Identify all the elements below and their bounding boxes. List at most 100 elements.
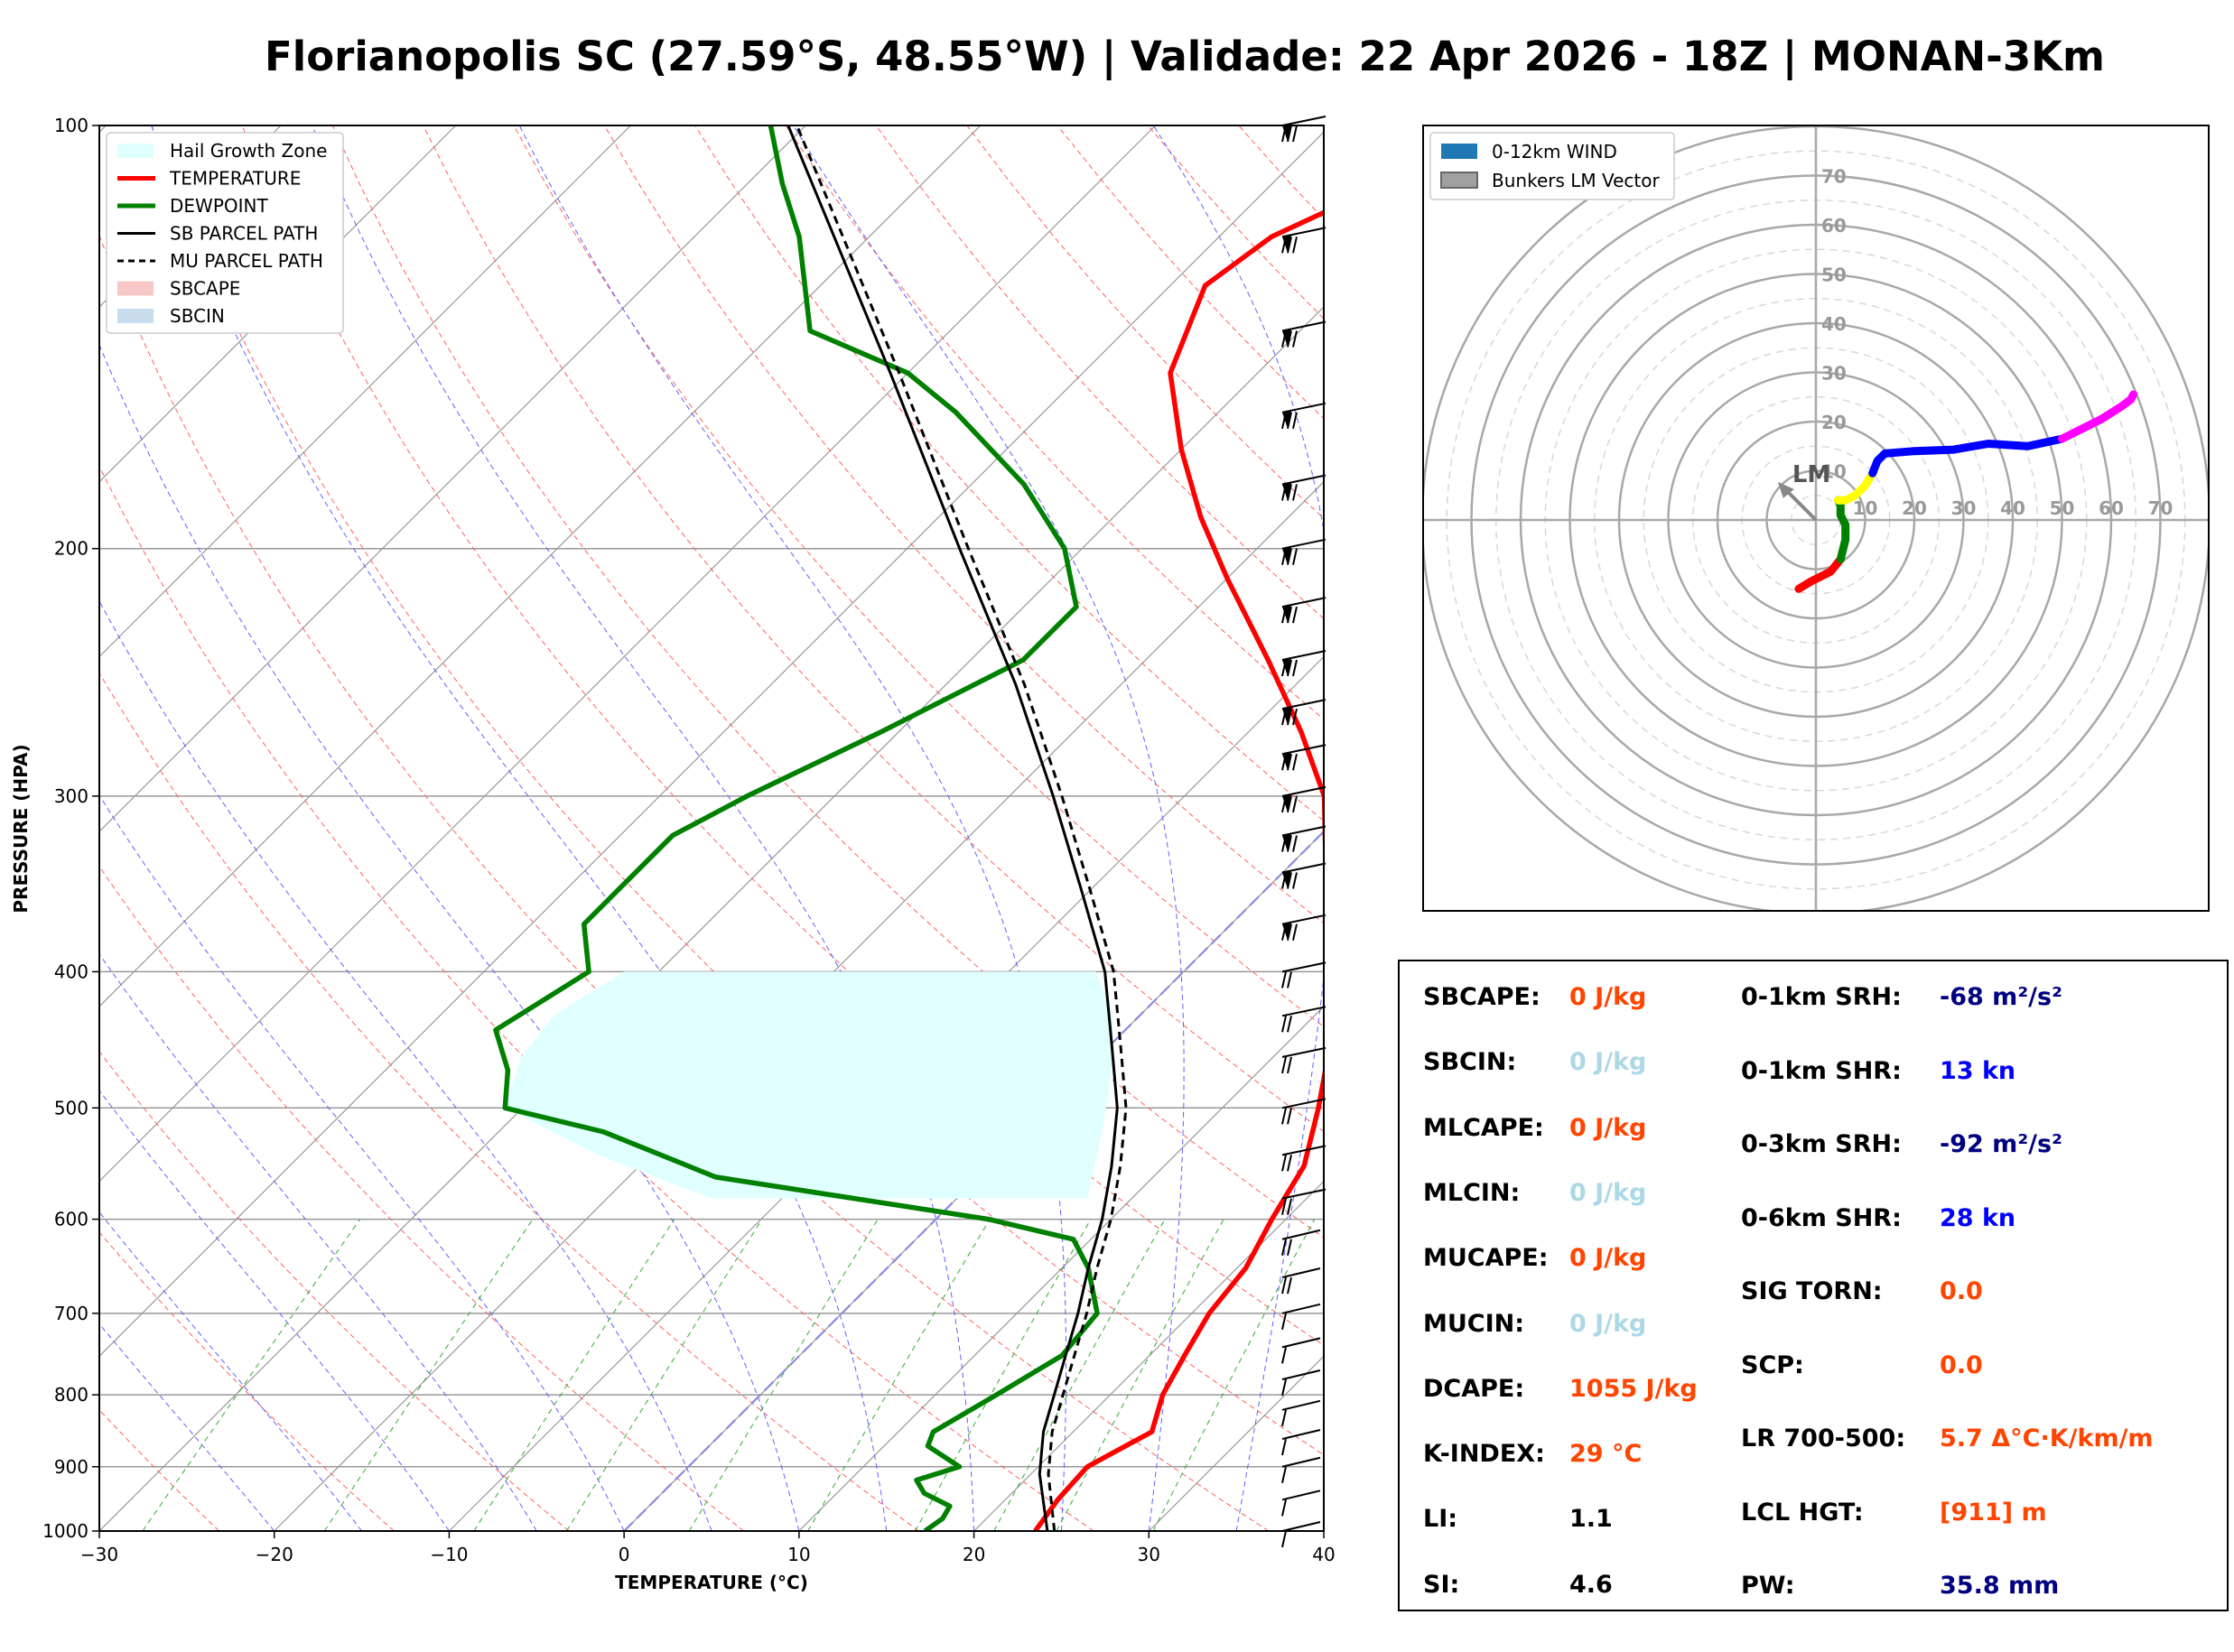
chart-title: Florianopolis SC (27.59°S, 48.55°W) | Va…: [265, 32, 2105, 80]
legend-item: DEWPOINT: [117, 195, 268, 217]
wind-barb-flag: [1287, 795, 1292, 813]
wind-barb-staff: [1281, 650, 1326, 661]
freezing-isotherm: [623, 830, 1324, 1531]
isotherm: [99, 306, 1324, 1531]
hodograph-ring-label-x: 10: [1853, 497, 1878, 519]
hodograph-segment: [1868, 434, 2066, 478]
hodograph-legend-label: 0-12km WIND: [1492, 141, 1617, 162]
wind-barb-staff: [1281, 1188, 1326, 1200]
right-param-value: 0.0: [1940, 1277, 1983, 1305]
wind-barb: [1281, 1337, 1321, 1364]
wind-barb-staff: [1281, 914, 1326, 925]
wind-barb-flag: [1287, 412, 1292, 430]
wind-barb-pennant: [1282, 870, 1291, 889]
right-param-value: 35.8 mm: [1940, 1572, 2060, 1600]
wind-barb: [1281, 1399, 1321, 1427]
wind-barb: [1281, 961, 1326, 988]
hodograph-legend-swatch: [1441, 144, 1477, 159]
hodograph-legend-swatch: [1440, 172, 1478, 189]
mixing-ratio-line: [993, 1219, 1166, 1531]
isotherm: [99, 125, 631, 658]
y-tick-label: 700: [54, 1303, 88, 1324]
left-param-label: LI:: [1423, 1505, 1458, 1534]
wind-barb-flag: [1281, 1198, 1287, 1215]
wind-barb-pennant: [1282, 794, 1291, 812]
moist-adiabat: [99, 1211, 362, 1531]
isotherm: [274, 480, 1324, 1531]
hodograph-ring-label-y: 40: [1821, 313, 1847, 335]
wind-barb-staff: [1281, 1098, 1326, 1109]
wind-barb: [1281, 785, 1326, 813]
wind-barb-flag: [1281, 1378, 1287, 1397]
wind-barb-flag: [1292, 835, 1298, 852]
legend-item: Hail Growth Zone: [117, 140, 327, 162]
legend-swatch: [117, 144, 154, 158]
wind-barb: [1281, 1303, 1321, 1331]
wind-barb-pennant: [1282, 605, 1291, 624]
wind-barb-flag: [1287, 708, 1292, 726]
wind-barb: [1281, 1229, 1321, 1256]
hodograph-frame: [1422, 125, 2210, 912]
wind-barb-pennant: [1282, 329, 1291, 348]
right-param-label: SCP:: [1741, 1350, 1804, 1379]
wind-barb: [1281, 1429, 1321, 1456]
dry-adiabat: [99, 865, 745, 1531]
isotherm: [99, 125, 982, 1007]
right-param-label: 0-3km SRH:: [1741, 1130, 1902, 1158]
wind-barb-flag: [1287, 237, 1292, 254]
wind-barb-flag: [1292, 237, 1298, 254]
left-param-value: 4.6: [1569, 1570, 1613, 1599]
wind-barb-flag: [1281, 1155, 1287, 1172]
legend-label: SBCIN: [170, 305, 225, 327]
wind-barb-flag: [1281, 1239, 1287, 1256]
left-param-value: 0 J/kg: [1569, 1309, 1647, 1338]
legend-label: TEMPERATURE: [169, 168, 301, 190]
lm-label: LM: [1792, 461, 1830, 488]
wind-barb-flag: [1281, 971, 1287, 988]
wind-barb-staff: [1281, 699, 1326, 710]
legend-swatch: [117, 281, 154, 296]
wind-barb: [1281, 538, 1326, 565]
wind-barb: [1281, 227, 1326, 254]
dry-adiabat: [99, 235, 1270, 1531]
dry-adiabat: [331, 125, 1324, 1239]
wind-barb: [1281, 597, 1326, 624]
wind-barb-pennant: [1282, 752, 1291, 771]
wind-barb-flag: [1287, 659, 1292, 677]
wind-barb-staff: [1281, 1429, 1321, 1440]
wind-barb-flag: [1287, 835, 1292, 852]
y-tick-label: 800: [54, 1384, 88, 1406]
wind-barb: [1281, 474, 1326, 501]
wind-barb-flag: [1281, 1347, 1287, 1364]
wind-barb-flag: [1287, 872, 1292, 889]
left-param-label: K-INDEX:: [1423, 1440, 1545, 1469]
wind-barb: [1281, 1521, 1321, 1548]
hodograph-ring-label-y: 20: [1821, 412, 1847, 433]
y-tick-label: 600: [54, 1209, 88, 1230]
wind-barb-staff: [1281, 961, 1326, 973]
hodograph-ring-label-x: 20: [1902, 497, 1927, 519]
left-param-label: MUCAPE:: [1423, 1244, 1549, 1273]
left-param-value: 29 °C: [1569, 1440, 1643, 1469]
left-param-label: MLCAPE:: [1423, 1113, 1544, 1142]
legend-label: Hail Growth Zone: [170, 140, 327, 162]
wind-barb-flag: [1281, 1499, 1287, 1517]
hodograph-legend-item: Bunkers LM Vector: [1440, 170, 1661, 191]
right-param-label: 0-6km SHR:: [1741, 1203, 1902, 1232]
isotherm: [99, 125, 282, 308]
right-param-value: 0.0: [1940, 1350, 1983, 1379]
wind-barb: [1281, 1369, 1321, 1397]
wind-barb-pennant: [1282, 235, 1291, 254]
wind-barb-flag: [1281, 1276, 1287, 1295]
right-param-label: SIG TORN:: [1741, 1277, 1883, 1305]
wind-barb-staff: [1281, 320, 1326, 332]
wind-barb-flag: [1287, 1016, 1292, 1033]
wind-barb: [1281, 402, 1326, 430]
wind-barb: [1281, 825, 1326, 852]
legend-label: SB PARCEL PATH: [170, 223, 318, 245]
wind-barb-flag: [1287, 484, 1292, 501]
moist-adiabat: [99, 600, 712, 1531]
hodograph-legend-item: 0-12km WIND: [1441, 141, 1617, 162]
x-tick-label: −10: [430, 1544, 468, 1565]
